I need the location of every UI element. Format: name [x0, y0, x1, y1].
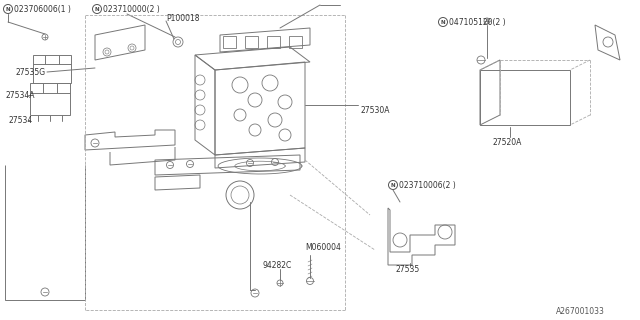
Text: N: N: [6, 6, 10, 12]
Bar: [33, 55, 71, 83]
Text: 023706006(1 ): 023706006(1 ): [14, 4, 71, 13]
Text: 023710000(2 ): 023710000(2 ): [103, 4, 160, 13]
Text: 27530A: 27530A: [360, 106, 390, 115]
Bar: [267, 36, 280, 48]
Text: 94282C: 94282C: [262, 260, 291, 269]
Text: 023710006(2 ): 023710006(2 ): [399, 180, 456, 189]
Text: M060004: M060004: [305, 244, 341, 252]
Text: 27534A: 27534A: [5, 91, 35, 100]
Text: 27520A: 27520A: [492, 138, 522, 147]
Text: 27535: 27535: [395, 266, 419, 275]
Bar: [223, 36, 236, 48]
Bar: [245, 36, 258, 48]
Text: N: N: [441, 20, 445, 25]
Bar: [289, 36, 302, 48]
Text: 047105120(2 ): 047105120(2 ): [449, 18, 506, 27]
Text: 27535G: 27535G: [15, 68, 45, 76]
Text: N: N: [95, 6, 99, 12]
Bar: [30, 83, 70, 115]
Text: P100018: P100018: [166, 13, 200, 22]
Text: A267001033: A267001033: [556, 308, 605, 316]
Text: N: N: [390, 182, 396, 188]
Text: 27534: 27534: [8, 116, 32, 124]
